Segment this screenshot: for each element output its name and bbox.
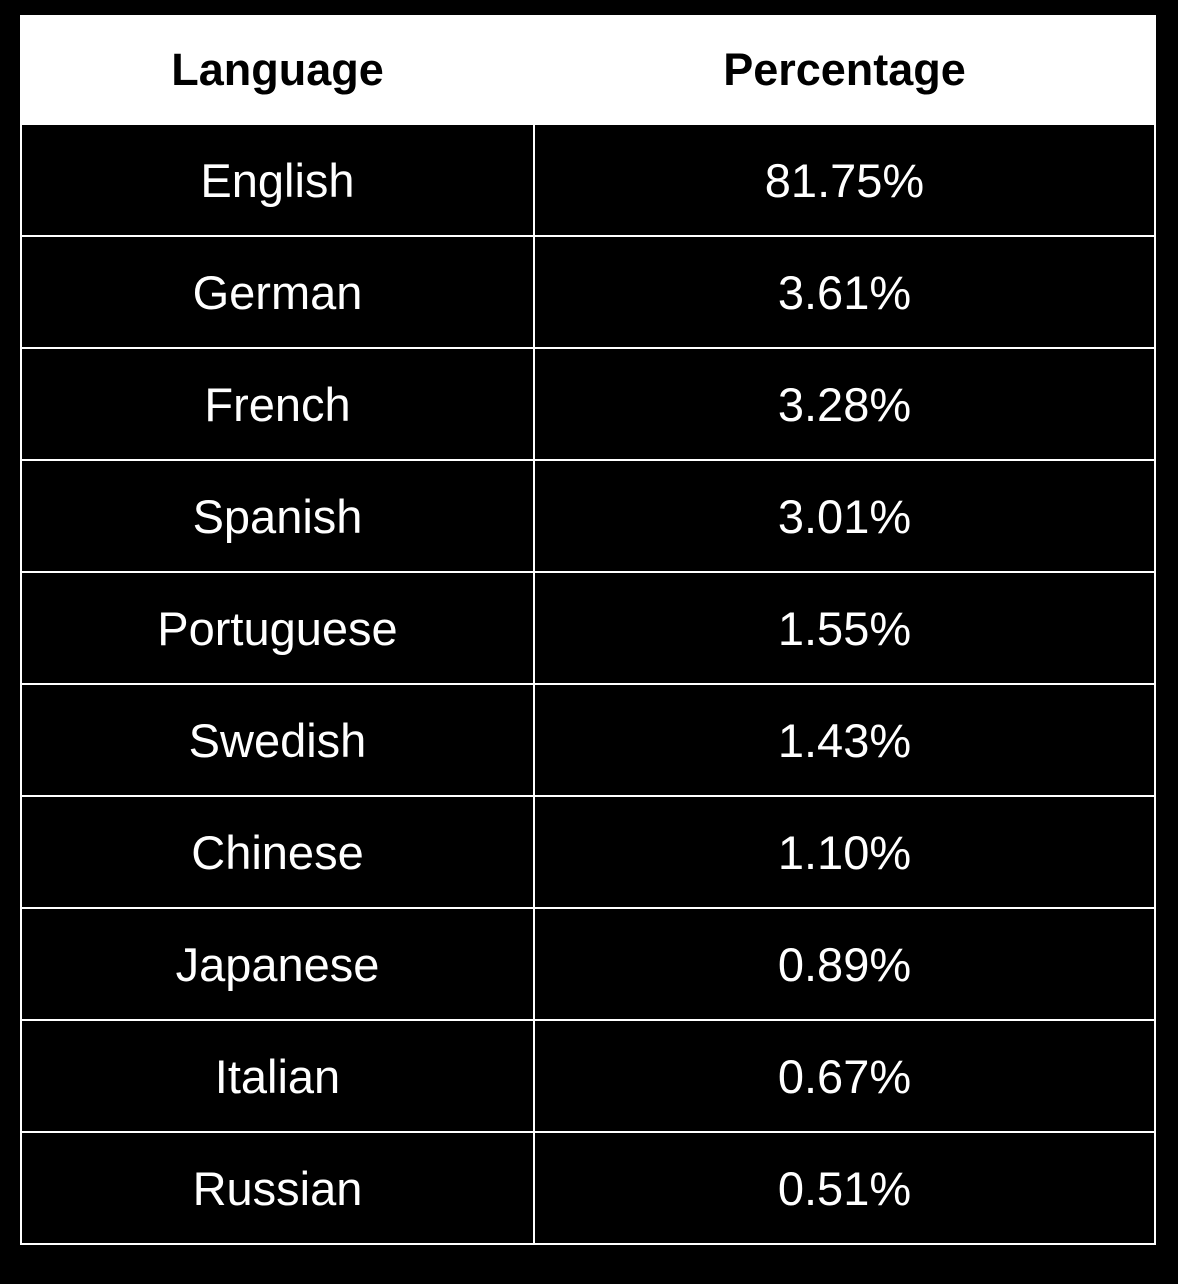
percentage-cell: 3.28% <box>533 347 1156 461</box>
percentage-cell: 0.89% <box>533 907 1156 1021</box>
table-row: Spanish 3.01% <box>20 459 1156 573</box>
percentage-cell: 1.55% <box>533 571 1156 685</box>
table-row: Russian 0.51% <box>20 1131 1156 1245</box>
language-cell: German <box>20 235 535 349</box>
percentage-cell: 3.01% <box>533 459 1156 573</box>
table-row: Swedish 1.43% <box>20 683 1156 797</box>
language-cell: Italian <box>20 1019 535 1133</box>
language-cell: Swedish <box>20 683 535 797</box>
table-row: English 81.75% <box>20 123 1156 237</box>
language-cell: Spanish <box>20 459 535 573</box>
language-cell: Portuguese <box>20 571 535 685</box>
language-cell: English <box>20 123 535 237</box>
header-row: Language Percentage <box>20 15 1156 125</box>
language-cell: Japanese <box>20 907 535 1021</box>
table-row: Portuguese 1.55% <box>20 571 1156 685</box>
table-row: German 3.61% <box>20 235 1156 349</box>
table-frame: Language Percentage English 81.75% Germa… <box>20 15 1156 1267</box>
percentage-cell: 1.10% <box>533 795 1156 909</box>
percentage-cell: 3.61% <box>533 235 1156 349</box>
language-percentage-table: Language Percentage English 81.75% Germa… <box>20 15 1156 1245</box>
table-row: French 3.28% <box>20 347 1156 461</box>
language-cell: French <box>20 347 535 461</box>
percentage-cell: 81.75% <box>533 123 1156 237</box>
percentage-cell: 0.51% <box>533 1131 1156 1245</box>
percentage-cell: 0.67% <box>533 1019 1156 1133</box>
column-header-percentage: Percentage <box>533 15 1156 125</box>
table-row: Japanese 0.89% <box>20 907 1156 1021</box>
column-header-language: Language <box>20 15 535 125</box>
language-cell: Russian <box>20 1131 535 1245</box>
percentage-cell: 1.43% <box>533 683 1156 797</box>
table-row: Italian 0.67% <box>20 1019 1156 1133</box>
language-cell: Chinese <box>20 795 535 909</box>
table-row: Chinese 1.10% <box>20 795 1156 909</box>
